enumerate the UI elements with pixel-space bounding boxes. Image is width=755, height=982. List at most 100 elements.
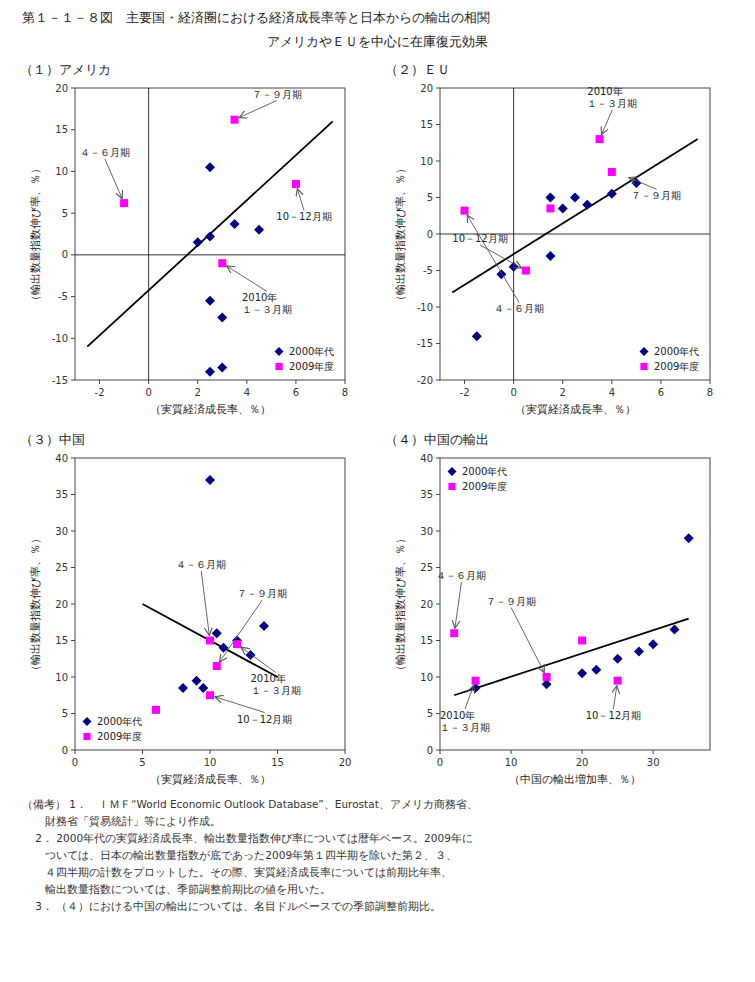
legend-marker: [640, 347, 649, 356]
x-tick: [710, 380, 711, 384]
trend-line: [454, 619, 688, 696]
x-axis-label: （実質経済成長率、％）: [150, 773, 271, 786]
y-axis-label: （輸出数量指数伸び率、％）: [29, 163, 42, 306]
annotation-line: 10－12月期: [586, 710, 641, 721]
x-tick-label: 8: [707, 387, 713, 398]
y-axis-label: （輸出数量指数伸び率、％）: [29, 533, 42, 676]
y-tick-label: 10: [55, 672, 68, 683]
annotation-text: 2010年１－３月期: [251, 673, 301, 696]
subplot: （１）アメリカ-202468-15-10-505101520（実質経済成長率、％…: [20, 62, 348, 416]
y-tick: [71, 88, 75, 89]
legend-label: 2000年代: [462, 466, 507, 477]
y-tick-label: 25: [420, 562, 433, 573]
x-tick-label: 4: [244, 387, 250, 398]
subplot-label: （４）中国の輸出: [385, 432, 489, 447]
scatter-point: [545, 193, 555, 203]
x-tick: [653, 750, 654, 754]
subplot: （２）ＥＵ-202468-20-15-10-505101520（実質経済成長率、…: [385, 62, 713, 416]
annotation-line: ４－６月期: [436, 570, 486, 581]
figure: 第１－１－８図 主要国・経済圈における経済成長率等と日本からの輸出の相関アメリカ…: [0, 0, 755, 982]
legend: 2000年代 2009年度: [448, 466, 508, 492]
annotation-text: ７－９月期: [631, 190, 681, 201]
y-tick-label: 10: [55, 166, 68, 177]
y-tick-label: 35: [420, 489, 433, 500]
y-tick-label: -15: [417, 338, 433, 349]
legend-marker: [448, 483, 455, 490]
x-tick: [295, 380, 296, 384]
y-tick: [436, 458, 440, 459]
background: [0, 0, 755, 982]
legend: 2000年代2009年度: [640, 346, 700, 372]
annotation-arrow: [455, 582, 462, 628]
annotation: ７－９月期: [239, 89, 302, 118]
scatter-point: [472, 331, 482, 341]
scatter-point: [577, 668, 587, 678]
annotation-text: 2010年１－３月期: [440, 710, 490, 733]
annotation-arrow: [467, 215, 519, 302]
annotation: 10－12月期: [276, 189, 331, 223]
x-tick-label: 0: [510, 387, 516, 398]
annotation: 2010年１－３月期: [226, 266, 291, 316]
scatter-point: [254, 225, 264, 235]
plot-frame: [75, 88, 345, 380]
scatter-point: [570, 193, 580, 203]
y-tick: [436, 494, 440, 495]
trend-line: [143, 604, 278, 677]
x-tick-label: 15: [271, 757, 284, 768]
y-tick-label: -20: [417, 375, 433, 386]
x-tick: [660, 380, 661, 384]
annotation-line: １－３月期: [587, 98, 637, 109]
y-tick: [436, 197, 440, 198]
annotation-line: 10－12月期: [452, 233, 507, 244]
annotation-arrow: [201, 571, 209, 635]
legend-label: 2009年度: [462, 481, 507, 492]
y-tick-label: -15: [52, 375, 68, 386]
annotation: ７－９月期: [486, 596, 544, 673]
scatter-point: [634, 646, 644, 656]
x-tick-label: 6: [293, 387, 299, 398]
annotation-line: ７－９月期: [252, 89, 302, 100]
y-tick: [71, 750, 75, 751]
scatter-point: [217, 362, 227, 372]
y-tick-label: 30: [420, 526, 433, 537]
annotation-arrow: [241, 647, 275, 672]
scatter-point: [218, 259, 226, 267]
annotation-arrow: [602, 110, 613, 135]
y-tick: [436, 124, 440, 125]
footnote: ４四半期の計数をプロットした。その際、実質経済成長率については前期比年率、: [22, 866, 452, 878]
scatter-point: [578, 637, 586, 645]
annotation-arrow: [465, 685, 474, 709]
scatter-series: [120, 116, 300, 267]
x-tick-label: 0: [72, 757, 78, 768]
y-tick-label: 5: [62, 708, 68, 719]
scatter-point: [648, 639, 658, 649]
x-tick-label: 10: [204, 757, 217, 768]
x-tick-label: 0: [437, 757, 443, 768]
scatter-point: [558, 203, 568, 213]
annotation-line: １－３月期: [251, 685, 301, 696]
y-tick: [71, 254, 75, 255]
annotation-text: 10－12月期: [452, 233, 507, 244]
annotation: 2010年１－３月期: [587, 86, 637, 135]
x-tick: [464, 380, 465, 384]
scatter-point: [591, 665, 601, 675]
scatter-point: [217, 312, 227, 322]
annotation-text: 10－12月期: [237, 714, 292, 725]
plot-frame: [440, 88, 710, 380]
annotation: ４－６月期: [176, 559, 226, 635]
legend-marker: [275, 363, 282, 370]
scatter-point: [684, 533, 694, 543]
title: 第１－１－８図 主要国・経済圈における経済成長率等と日本からの輸出の相関: [22, 10, 490, 25]
x-axis-label: （実質経済成長率、％）: [150, 403, 271, 416]
annotation-text: 10－12月期: [276, 211, 331, 222]
annotation-arrow: [220, 600, 262, 662]
annotation-text: 2010年１－３月期: [242, 292, 292, 315]
x-tick-label: 30: [647, 757, 660, 768]
trend-line: [452, 139, 697, 292]
scatter-point: [206, 637, 214, 645]
annotation: ４－６月期: [467, 215, 544, 314]
annotation-line: 10－12月期: [237, 714, 292, 725]
x-tick-label: 5: [139, 757, 145, 768]
annotation-text: ４－６月期: [494, 303, 544, 314]
footnote: 3． （４）における中国の輸出については、名目ドルベースでの季節調整前期比。: [22, 900, 441, 913]
